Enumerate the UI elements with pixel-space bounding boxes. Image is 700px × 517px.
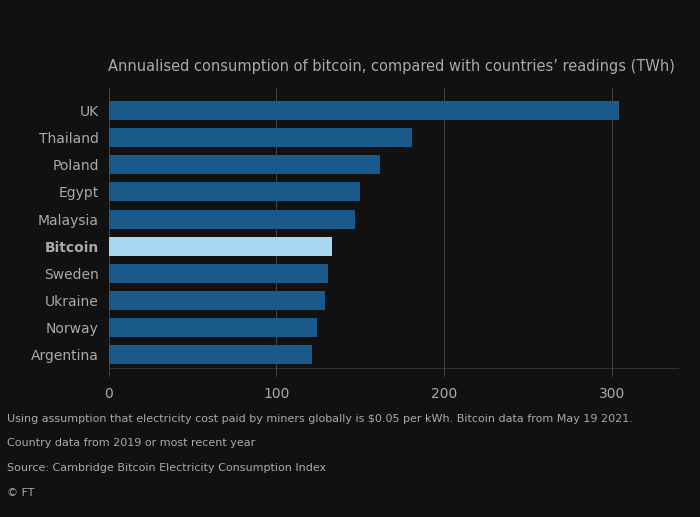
Text: © FT: © FT [7,488,34,498]
Text: Country data from 2019 or most recent year: Country data from 2019 or most recent ye… [7,438,256,448]
Bar [108,155,380,174]
Text: Source: Cambridge Bitcoin Electricity Consumption Index: Source: Cambridge Bitcoin Electricity Co… [7,463,326,473]
Bar [108,345,312,364]
Text: Using assumption that electricity cost paid by miners globally is $0.05 per kWh.: Using assumption that electricity cost p… [7,414,633,423]
Title: Annualised consumption of bitcoin, compared with countries’ readings (TWh): Annualised consumption of bitcoin, compa… [108,59,676,74]
Bar [108,101,619,120]
Bar [108,318,316,337]
Bar [108,291,325,310]
Bar [108,209,355,229]
Bar [108,264,328,283]
Bar [108,128,412,147]
Bar [108,237,332,256]
Bar [108,183,360,202]
